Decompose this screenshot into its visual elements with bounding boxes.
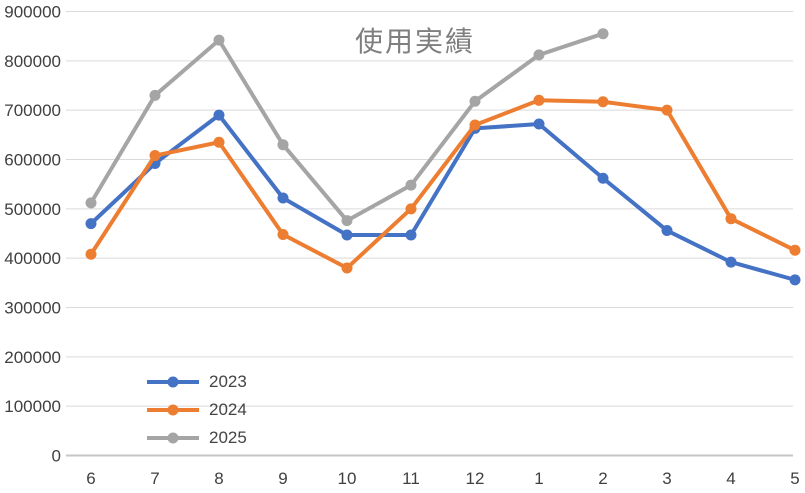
legend-item-2023: 2023 <box>146 368 247 396</box>
x-tick-label: 12 <box>466 469 485 488</box>
point-2023-m10 <box>341 229 353 241</box>
series-line-2023 <box>89 113 797 282</box>
legend-label: 2024 <box>209 400 247 419</box>
point-2025-m11 <box>405 179 417 191</box>
point-2025-m7 <box>149 89 161 101</box>
point-2025-m6 <box>85 197 97 209</box>
point-2024-m2 <box>597 96 609 108</box>
y-tick-label: 200000 <box>4 348 61 367</box>
x-tick-label: 2 <box>598 469 607 488</box>
point-2025-m12 <box>469 95 481 107</box>
point-2023-m9 <box>277 192 289 204</box>
point-2024-m3 <box>661 104 673 116</box>
series-line-2025 <box>89 31 605 223</box>
point-2025-m2 <box>597 28 609 40</box>
point-2024-m11 <box>405 203 417 215</box>
y-tick-label: 500000 <box>4 200 61 219</box>
legend-item-2025: 2025 <box>146 424 247 452</box>
point-2023-m2 <box>597 172 609 184</box>
legend-marker-icon <box>147 376 199 388</box>
x-tick-label: 9 <box>278 469 287 488</box>
point-2023-m5 <box>789 274 801 286</box>
y-tick-label: 300000 <box>4 299 61 318</box>
point-2025-m8 <box>213 34 225 46</box>
x-tick-label: 6 <box>86 469 95 488</box>
y-tick-label: 800000 <box>4 52 61 71</box>
x-tick-label: 7 <box>150 469 159 488</box>
legend-marker-icon <box>147 432 199 444</box>
point-2023-m11 <box>405 229 417 241</box>
point-2023-m1 <box>533 118 545 130</box>
y-tick-label: 100000 <box>4 397 61 416</box>
legend-item-2024: 2024 <box>146 396 247 424</box>
x-tick-label: 10 <box>338 469 357 488</box>
point-2023-m6 <box>85 218 97 230</box>
point-2024-m5 <box>789 244 801 256</box>
x-tick-label: 5 <box>790 469 799 488</box>
series-line-2024 <box>89 98 797 271</box>
legend-label: 2023 <box>209 372 247 391</box>
point-2024-m10 <box>341 262 353 274</box>
point-2024-m1 <box>533 94 545 106</box>
point-2025-m9 <box>277 139 289 151</box>
legend-marker-icon <box>147 404 199 416</box>
point-2023-m3 <box>661 225 673 237</box>
x-tick-label: 3 <box>662 469 671 488</box>
y-tick-label: 0 <box>52 447 61 466</box>
point-2024-m8 <box>213 136 225 148</box>
point-2025-m10 <box>341 215 353 227</box>
point-2024-m4 <box>725 213 737 225</box>
point-2024-m7 <box>149 150 161 162</box>
x-tick-label: 4 <box>726 469 735 488</box>
legend-label: 2025 <box>209 428 247 447</box>
x-tick-label: 8 <box>214 469 223 488</box>
point-2024-m12 <box>469 119 481 131</box>
chart-title: 使用実績 <box>354 26 476 57</box>
point-2025-m1 <box>533 49 545 61</box>
y-tick-label: 600000 <box>4 151 61 170</box>
y-tick-label: 900000 <box>4 3 61 22</box>
x-tick-label: 1 <box>534 469 543 488</box>
y-tick-label: 400000 <box>4 249 61 268</box>
point-2024-m6 <box>85 248 97 260</box>
legend: 2023 2024 2025 <box>146 368 247 452</box>
point-2024-m9 <box>277 228 289 240</box>
x-tick-label: 11 <box>402 469 420 488</box>
y-tick-label: 700000 <box>4 101 61 120</box>
point-2023-m8 <box>213 109 225 121</box>
point-2023-m4 <box>725 256 737 268</box>
